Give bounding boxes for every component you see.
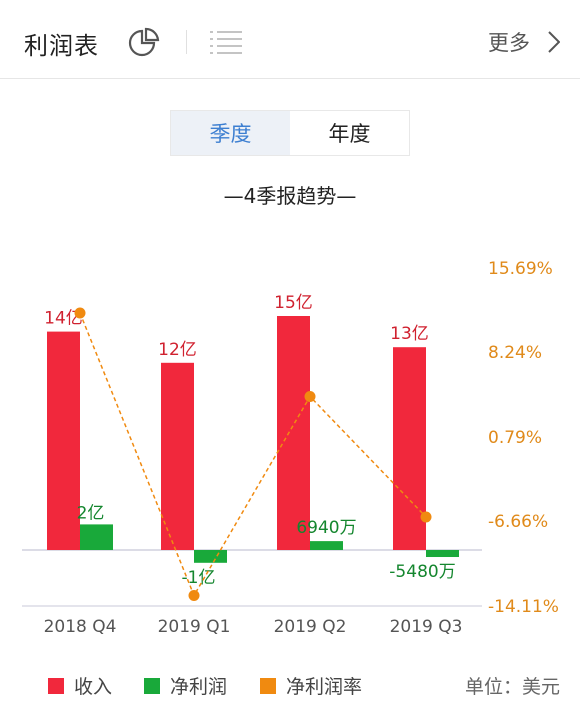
x-axis-tick-label: 2018 Q4	[44, 617, 117, 637]
revenue-bar	[393, 347, 426, 550]
page-title: 利润表	[24, 32, 99, 60]
right-axis-tick-label: -14.11%	[488, 597, 559, 617]
legend-margin: 净利润率	[260, 672, 362, 699]
margin-point	[188, 589, 200, 601]
right-axis-tick-label: 15.69%	[488, 259, 553, 279]
x-axis-tick-label: 2019 Q2	[274, 617, 347, 637]
right-axis-tick-label: 0.79%	[488, 428, 542, 448]
revenue-bar	[47, 331, 80, 550]
legend: 收入 净利润 净利润率 单位：美元	[40, 672, 560, 698]
legend-net-profit-label: 净利润	[170, 676, 228, 698]
chevron-right-icon	[548, 31, 560, 53]
net-profit-bar	[310, 541, 343, 550]
x-axis-tick-label: 2019 Q1	[158, 617, 231, 637]
net-profit-value-label: 2亿	[77, 503, 105, 523]
net-profit-value-label: -1亿	[182, 568, 216, 588]
header-divider	[186, 30, 187, 54]
revenue-value-label: 14亿	[44, 309, 83, 329]
legend-revenue-label: 收入	[74, 676, 113, 698]
more-label: 更多	[488, 31, 530, 55]
legend-net-profit-swatch	[144, 677, 160, 694]
net-profit-value-label: -5480万	[389, 562, 455, 582]
net-profit-bar	[80, 524, 113, 550]
period-tabs: 季度 年度	[170, 110, 410, 156]
right-axis-tick-label: 8.24%	[488, 343, 542, 363]
net-profit-bar	[194, 550, 227, 563]
right-axis-tick-label: -6.66%	[488, 512, 548, 532]
legend-revenue-swatch	[48, 677, 64, 694]
legend-margin-swatch	[260, 677, 276, 694]
chart-title: —4季报趋势—	[223, 184, 357, 208]
list-icon[interactable]	[210, 28, 242, 56]
revenue-value-label: 15亿	[274, 293, 313, 313]
margin-line	[79, 312, 427, 598]
margin-point	[304, 391, 316, 403]
header-bar: 利润表 更多	[0, 0, 580, 79]
revenue-value-label: 13亿	[390, 324, 429, 344]
more-link[interactable]: 更多	[488, 28, 560, 56]
revenue-value-label: 12亿	[158, 340, 197, 360]
tab-quarterly[interactable]: 季度	[171, 111, 290, 155]
pie-chart-icon[interactable]	[128, 27, 160, 57]
legend-revenue: 收入	[48, 672, 112, 699]
revenue-bar	[161, 362, 194, 550]
unit-label: 单位：美元	[464, 676, 560, 698]
net-profit-bar	[426, 550, 459, 558]
legend-margin-label: 净利润率	[286, 676, 363, 698]
legend-net-profit: 净利润	[144, 672, 227, 699]
x-axis-tick-label: 2019 Q3	[390, 617, 463, 637]
tab-annual[interactable]: 年度	[328, 122, 371, 146]
margin-point	[420, 511, 432, 523]
revenue-bar	[277, 316, 310, 550]
net-profit-value-label: 6940万	[296, 518, 356, 538]
margin-point	[74, 307, 86, 319]
